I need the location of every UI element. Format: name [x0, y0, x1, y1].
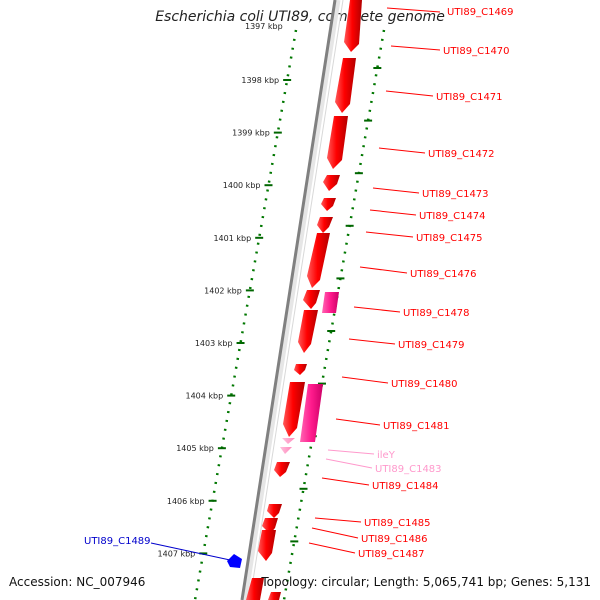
gene-label-c1484[interactable]: UTI89_C1484: [372, 481, 439, 492]
gene-feature-c1479[interactable]: [298, 310, 318, 353]
gene-label-c1479[interactable]: UTI89_C1479: [398, 340, 465, 351]
scale-label: 1404 kbp: [186, 392, 224, 401]
gene-feature-c1484[interactable]: [274, 462, 290, 477]
gene-feature-c1490[interactable]: [246, 578, 264, 600]
misc-feature-c1478[interactable]: [322, 292, 339, 313]
gene-label-c1489[interactable]: UTI89_C1489: [84, 536, 151, 547]
accession-text: Accession: NC_007946: [9, 575, 146, 589]
scale-label: 1407 kbp: [158, 549, 196, 558]
gene-feature-c1485[interactable]: [267, 504, 282, 518]
gene-label-c1481[interactable]: UTI89_C1481: [383, 421, 450, 432]
gene-feature-c1470[interactable]: [335, 58, 356, 113]
rna-feature-ileY[interactable]: [282, 438, 295, 444]
gene-label-leaders: [150, 7, 441, 561]
scale-label: 1405 kbp: [176, 444, 214, 453]
misc-feature-c1481[interactable]: [300, 384, 323, 442]
scale-label: 1402 kbp: [204, 286, 242, 295]
gene-feature-c1473[interactable]: [321, 198, 336, 211]
gene-label-ileY[interactable]: ileY: [377, 450, 396, 461]
gene-labels: UTI89_C1469 UTI89_C1470 UTI89_C1471 UTI8…: [84, 7, 514, 560]
scale-label: 1398 kbp: [241, 76, 279, 85]
gene-feature-c1475[interactable]: [307, 233, 330, 288]
gene-label-c1473[interactable]: UTI89_C1473: [422, 189, 489, 200]
gene-label-c1471[interactable]: UTI89_C1471: [436, 92, 503, 103]
gene-feature-c1476[interactable]: [303, 290, 320, 309]
gene-feature-c1474[interactable]: [317, 217, 333, 233]
gene-feature-c1472[interactable]: [323, 175, 340, 191]
gene-label-c1469[interactable]: UTI89_C1469: [447, 7, 514, 18]
gene-feature-c1487[interactable]: [258, 530, 276, 561]
scale-label: 1399 kbp: [232, 129, 270, 138]
scale-labels: 1398 kbp 1399 kbp 1400 kbp 1401 kbp 1402 kbp…: [158, 76, 280, 558]
gene-feature-c1489[interactable]: [227, 554, 242, 568]
gene-label-c1486[interactable]: UTI89_C1486: [361, 534, 428, 545]
rna-feature-c1483[interactable]: [280, 447, 292, 454]
gene-label-c1474[interactable]: UTI89_C1474: [419, 211, 486, 222]
left-tick-track: [193, 29, 298, 600]
gene-features: [227, 0, 362, 600]
gene-label-c1480[interactable]: UTI89_C1480: [391, 379, 458, 390]
genome-summary-text: Topology: circular; Length: 5,065,741 bp…: [261, 575, 591, 589]
left-ticks: [199, 79, 292, 555]
gene-label-c1483[interactable]: UTI89_C1483: [375, 464, 442, 475]
right-tick-track: [282, 29, 386, 600]
map-title: Escherichia coli UTI89, complete genome: [155, 9, 445, 25]
gene-feature-c1491[interactable]: [268, 592, 281, 600]
gene-label-c1485[interactable]: UTI89_C1485: [364, 518, 431, 529]
scale-label: 1400 kbp: [223, 181, 261, 190]
gene-feature-c1481[interactable]: [283, 382, 305, 437]
scale-label: 1403 kbp: [195, 339, 233, 348]
gene-feature-c1471[interactable]: [327, 116, 348, 169]
backbone: [240, 0, 344, 600]
scale-label-partial: 1397 kbp: [245, 22, 283, 31]
scale-label: 1406 kbp: [167, 497, 205, 506]
gene-feature-c1480[interactable]: [294, 364, 307, 375]
gene-label-c1487[interactable]: UTI89_C1487: [358, 549, 425, 560]
gene-feature-c1469[interactable]: [344, 0, 362, 52]
scale-label: 1401 kbp: [213, 234, 251, 243]
gene-label-c1478[interactable]: UTI89_C1478: [403, 308, 470, 319]
gene-label-c1472[interactable]: UTI89_C1472: [428, 149, 495, 160]
gene-label-c1476[interactable]: UTI89_C1476: [410, 269, 477, 280]
gene-label-c1470[interactable]: UTI89_C1470: [443, 46, 510, 57]
gene-label-c1475[interactable]: UTI89_C1475: [416, 233, 483, 244]
